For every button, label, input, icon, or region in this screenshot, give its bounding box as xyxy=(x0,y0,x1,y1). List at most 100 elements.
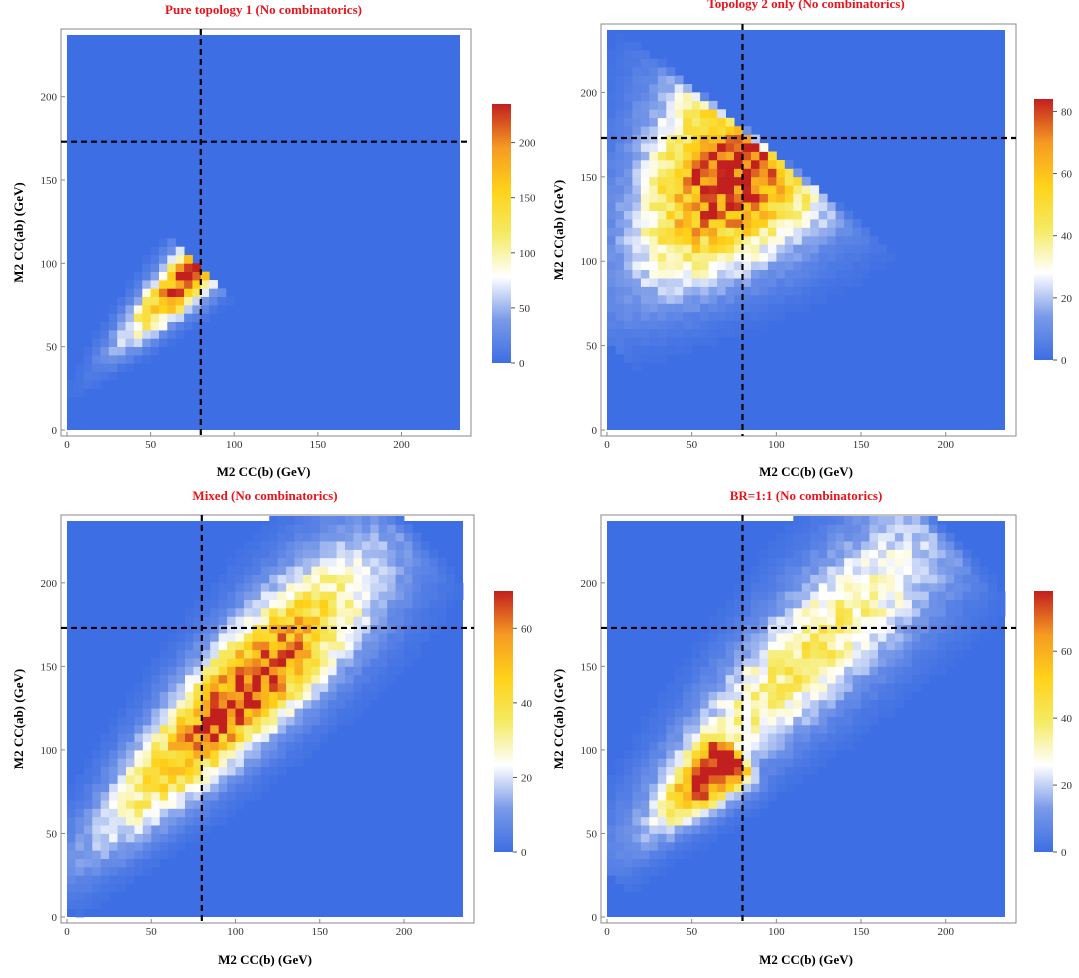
heatmap-bin xyxy=(827,641,837,651)
heatmap-bin xyxy=(632,235,642,245)
heatmap-bin xyxy=(700,100,709,110)
heatmap-bin xyxy=(903,549,913,559)
chart-title: Topology 2 only (No combinatorics) xyxy=(707,0,904,11)
heatmap-bin xyxy=(810,261,820,270)
heatmap-bin xyxy=(302,658,312,667)
heatmap-bin xyxy=(793,202,803,211)
heatmap-bin xyxy=(615,766,625,776)
heatmap-bin xyxy=(928,599,938,609)
heatmap-bin xyxy=(159,305,168,314)
heatmap-bin xyxy=(818,227,828,237)
heatmap-bin xyxy=(294,566,304,575)
heatmap-bin xyxy=(708,320,718,330)
heatmap-bin xyxy=(117,305,126,314)
heatmap-bin xyxy=(209,288,218,297)
heatmap-bin xyxy=(269,641,278,651)
heatmap-bin xyxy=(801,733,811,742)
heatmap-bin xyxy=(894,666,904,676)
plot-frame xyxy=(60,514,475,924)
chart-panel-1: Pure topology 1 (No combinatorics)0 50 100… xyxy=(11,2,536,479)
heatmap-bin xyxy=(168,724,177,734)
heatmap-bin xyxy=(167,330,177,339)
heatmap-bin xyxy=(345,716,354,726)
heatmap-bin xyxy=(210,632,219,642)
heatmap-bin xyxy=(801,269,811,279)
heatmap-bin xyxy=(429,591,439,600)
heatmap-bin xyxy=(615,58,625,68)
heatmap-bin xyxy=(185,825,194,834)
heatmap-bin xyxy=(193,783,203,793)
heatmap-bin xyxy=(852,624,862,634)
heatmap-bin xyxy=(649,286,659,296)
heatmap-bin xyxy=(869,516,879,525)
heatmap-bin xyxy=(286,616,295,625)
heatmap-bin xyxy=(83,800,93,809)
heatmap-bin xyxy=(454,582,464,592)
heatmap-bin xyxy=(835,733,845,742)
heatmap-bin xyxy=(623,883,633,893)
heatmap-bin xyxy=(623,345,633,355)
heatmap-bin xyxy=(674,775,684,784)
heatmap-bin xyxy=(109,724,118,734)
heatmap-bin xyxy=(691,235,701,245)
heatmap-bin xyxy=(201,658,211,667)
heatmap-bin xyxy=(420,599,430,609)
heatmap-bin xyxy=(708,210,718,220)
heatmap-bin xyxy=(168,825,177,834)
heatmap-bin xyxy=(793,269,803,279)
heatmap-bin xyxy=(640,850,650,859)
heatmap-bin xyxy=(649,345,659,355)
heatmap-bin xyxy=(759,143,769,152)
heatmap-bin xyxy=(640,741,650,751)
y-axis-label: M2 CC(ab) (GeV) xyxy=(11,182,26,282)
heatmap-bin xyxy=(835,716,845,726)
heatmap-bin xyxy=(201,766,211,776)
heatmap-bin xyxy=(810,286,820,296)
heatmap-bin xyxy=(345,532,354,542)
heatmap-bin xyxy=(361,607,371,617)
heatmap-bin xyxy=(844,549,853,559)
heatmap-bin xyxy=(708,616,718,625)
heatmap-bin xyxy=(311,724,321,734)
heatmap-bin xyxy=(640,320,650,330)
heatmap-bin xyxy=(911,566,921,575)
heatmap-bin xyxy=(615,117,625,127)
heatmap-bin xyxy=(632,202,642,211)
heatmap-bin xyxy=(632,67,642,76)
heatmap-bin xyxy=(277,532,287,542)
heatmap-bin xyxy=(657,311,667,321)
heatmap-bin xyxy=(878,641,887,651)
heatmap-bin xyxy=(903,557,913,567)
heatmap-bin xyxy=(142,800,152,809)
heatmap-bin xyxy=(878,616,887,625)
heatmap-bin xyxy=(294,674,304,684)
heatmap-bin xyxy=(151,674,161,684)
heatmap-bin xyxy=(100,338,110,347)
heatmap-bin xyxy=(176,783,186,793)
heatmap-bin xyxy=(674,185,684,195)
heatmap-bin xyxy=(861,269,870,279)
heatmap-bin xyxy=(176,674,186,684)
heatmap-bin xyxy=(159,800,169,809)
heatmap-bin xyxy=(759,151,769,161)
heatmap-bin xyxy=(168,833,177,843)
heatmap-bin xyxy=(742,143,752,152)
heatmap-bin xyxy=(954,591,964,600)
heatmap-bin xyxy=(725,691,735,701)
heatmap-bin xyxy=(193,599,203,609)
heatmap-bin xyxy=(142,808,152,818)
heatmap-bin xyxy=(886,252,896,262)
heatmap-bin xyxy=(852,244,862,254)
heatmap-bin xyxy=(286,607,295,617)
heatmap-bin xyxy=(75,808,85,818)
heatmap-bin xyxy=(725,616,735,625)
heatmap-bin xyxy=(657,269,667,279)
heatmap-bin xyxy=(734,193,743,203)
heatmap-bin xyxy=(683,783,693,793)
heatmap-bin xyxy=(971,566,980,575)
heatmap-bin xyxy=(649,328,659,338)
heatmap-bin xyxy=(277,666,287,676)
heatmap-bin xyxy=(252,557,262,567)
heatmap-bin xyxy=(345,574,354,584)
heatmap-bin xyxy=(378,582,388,592)
